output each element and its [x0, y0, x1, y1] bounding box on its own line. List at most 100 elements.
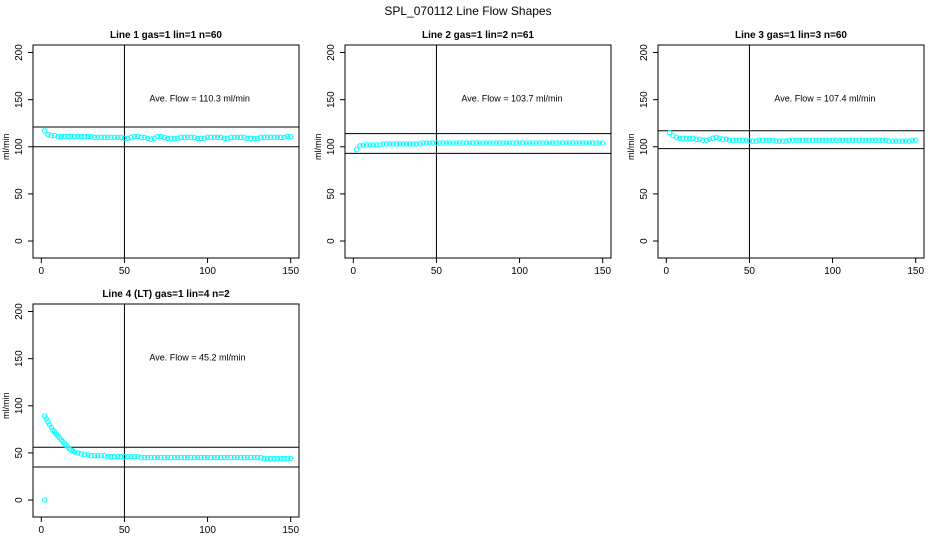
data-point [536, 140, 543, 146]
data-point [75, 133, 81, 140]
data-point [803, 137, 809, 143]
data-point [533, 140, 539, 146]
data-point [164, 135, 171, 142]
x-tick-label: 0 [351, 266, 357, 277]
y-axis-label: ml/min [313, 134, 323, 161]
data-point [214, 134, 221, 141]
data-point [703, 137, 709, 143]
data-point [873, 137, 879, 143]
y-tick-label: 100 [326, 138, 337, 155]
data-point [580, 140, 586, 146]
data-point [268, 455, 274, 462]
data-point [466, 140, 473, 146]
data-point [184, 134, 191, 141]
data-point [268, 134, 274, 141]
data-point [135, 133, 141, 140]
avg-flow-annotation: Ave. Flow = 45.2 ml/min [149, 353, 245, 363]
data-point [194, 135, 201, 142]
data-point [184, 454, 191, 461]
data-point [863, 137, 869, 143]
y-axis-label: ml/min [626, 134, 636, 161]
data-point [816, 137, 822, 143]
data-point [696, 136, 703, 142]
chart-panel-2: Line 2 gas=1 lin=2 n=61 0 50 100 150 0 50 100 15… [313, 30, 612, 277]
data-point [573, 140, 579, 146]
y-axis-label: ml/min [1, 393, 11, 420]
data-point [85, 133, 91, 140]
data-point [135, 453, 141, 460]
data-point [590, 140, 596, 146]
data-point [231, 134, 237, 141]
data-point [254, 135, 261, 142]
y-tick-label: 150 [14, 350, 25, 367]
data-point [91, 453, 98, 459]
data-point [776, 138, 783, 144]
data-point [746, 138, 753, 144]
data-point [108, 453, 114, 460]
data-point [473, 140, 480, 146]
x-tick-label: 150 [907, 266, 924, 277]
data-point [105, 134, 111, 141]
x-tick-label: 100 [824, 266, 841, 277]
data-point [218, 454, 224, 461]
data-point [75, 450, 81, 456]
data-point [115, 134, 121, 141]
plot-frame [32, 303, 300, 518]
data-point [793, 137, 799, 143]
data-point [154, 454, 161, 461]
data-point [447, 140, 453, 146]
data-point [98, 453, 104, 459]
data-point [819, 137, 826, 143]
y-tick-label: 150 [639, 91, 650, 108]
data-point [128, 453, 134, 460]
data-point [443, 140, 450, 146]
data-point [251, 454, 257, 461]
y-tick-label: 50 [14, 447, 25, 459]
data-point [500, 140, 506, 146]
data-point [148, 454, 154, 461]
data-point [912, 137, 919, 143]
data-point [666, 129, 673, 136]
data-point [896, 138, 902, 144]
data-point [437, 140, 443, 146]
data-point [377, 142, 383, 148]
data-point [530, 140, 536, 146]
data-point [258, 134, 264, 141]
data-point [760, 137, 766, 143]
data-point [673, 134, 679, 141]
y-tick-label: 0 [639, 238, 650, 244]
data-point [849, 137, 856, 143]
y-axis-label: ml/min [1, 134, 11, 161]
data-point [360, 142, 366, 148]
data-point [108, 134, 114, 141]
data-point [899, 138, 906, 144]
data-point [208, 134, 214, 141]
y-tick-label: 50 [326, 188, 337, 200]
data-point [198, 135, 204, 142]
data-point [131, 453, 138, 460]
data-point [121, 135, 128, 142]
data-point [563, 140, 569, 146]
data-point [228, 454, 234, 461]
data-point [463, 140, 470, 146]
x-tick-label: 0 [664, 266, 670, 277]
data-point [168, 454, 174, 461]
data-point [570, 140, 576, 146]
data-point [161, 454, 168, 461]
data-point [410, 141, 416, 147]
data-point [95, 134, 101, 141]
plot-frame [344, 44, 612, 259]
data-point [869, 137, 876, 143]
data-point [753, 138, 759, 144]
x-tick-label: 150 [594, 266, 611, 277]
x-tick-label: 50 [431, 266, 443, 277]
data-point [730, 137, 736, 143]
avg-flow-annotation: Ave. Flow = 110.3 ml/min [149, 94, 249, 104]
data-point [211, 134, 217, 141]
data-point [593, 140, 599, 146]
data-point [786, 137, 793, 143]
y-tick-label: 150 [326, 91, 337, 108]
data-point [380, 141, 386, 147]
data-point [65, 133, 71, 140]
data-point [417, 141, 423, 147]
